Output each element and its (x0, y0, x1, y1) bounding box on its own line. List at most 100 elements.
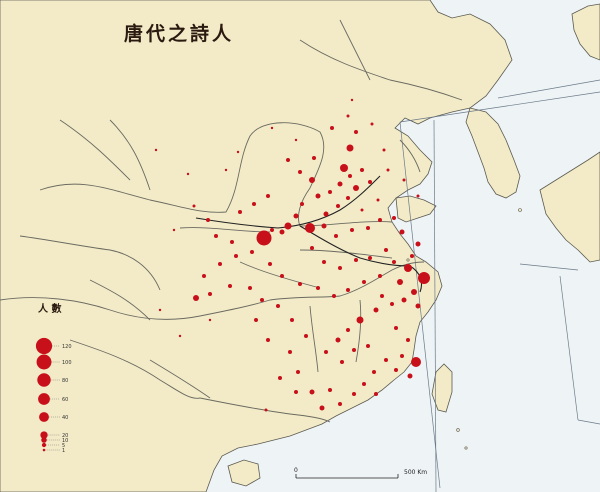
poet-location-dot (366, 226, 370, 230)
poet-location-dot (392, 216, 396, 220)
poet-location-dot (346, 144, 354, 152)
poet-location-dot (334, 234, 338, 238)
mainland (0, 0, 513, 492)
poet-location-dot (374, 392, 378, 396)
poet-location-dot (248, 286, 252, 290)
poet-location-dot (352, 392, 356, 396)
poet-location-dot (154, 148, 158, 152)
poet-location-dot (415, 303, 421, 309)
poet-location-dot (321, 223, 327, 229)
poet-location-dot (252, 202, 256, 206)
poet-location-dot (380, 294, 384, 298)
poet-location-dot (322, 260, 326, 264)
poet-location-dot (416, 194, 420, 198)
poet-location-dot (399, 229, 405, 235)
poet-location-dot (392, 260, 396, 264)
poet-dots (154, 98, 430, 412)
legend-label: 60 (62, 397, 68, 403)
poet-location-dot (218, 262, 222, 266)
legend-label: 10 (62, 438, 68, 444)
poet-location-dot (338, 266, 342, 270)
poet-location-dot (270, 126, 274, 130)
poet-location-dot (346, 288, 350, 292)
legend-circle (42, 448, 46, 452)
poet-location-dot (362, 382, 366, 386)
legend-label: 5 (62, 443, 65, 449)
poet-location-dot (309, 389, 315, 395)
poet-location-dot (192, 204, 196, 208)
poet-location-dot (338, 402, 342, 406)
legend-label: 100 (62, 360, 72, 366)
poet-location-dot (411, 289, 417, 295)
poet-location-dot (328, 190, 332, 194)
legend-label: 40 (62, 415, 68, 421)
poet-location-dot (238, 210, 242, 214)
poet-location-dot (348, 174, 352, 178)
poet-location-dot (214, 234, 218, 238)
poet-location-dot (309, 177, 315, 183)
poet-location-dot (202, 274, 206, 278)
poet-location-dot (370, 122, 374, 126)
poet-location-dot (236, 150, 240, 154)
poet-location-dot (324, 350, 328, 354)
poet-location-dot (234, 254, 238, 258)
poet-location-dot (298, 170, 302, 174)
poet-location-dot (305, 223, 315, 233)
scale-start-label: 0 (294, 467, 298, 474)
poet-location-dot (294, 390, 298, 394)
hainan (227, 459, 261, 487)
poet-location-dot (172, 228, 176, 232)
poet-location-dot (276, 304, 280, 308)
poet-location-dot (366, 344, 370, 348)
poet-location-dot (346, 114, 350, 118)
poet-location-dot (378, 274, 382, 278)
poet-location-dot (284, 222, 292, 230)
poet-location-dot (328, 388, 332, 392)
poet-location-dot (266, 194, 270, 198)
poet-location-dot (368, 256, 372, 260)
poet-location-dot (254, 318, 258, 322)
poet-location-dot (293, 213, 299, 219)
shandong-peninsula (395, 195, 437, 223)
legend-label: 80 (62, 378, 68, 384)
legend-circle (39, 412, 49, 422)
poet-location-dot (356, 316, 364, 324)
poet-location-dot (372, 370, 376, 374)
legend-label: 1 (62, 448, 65, 454)
poet-location-dot (290, 318, 294, 322)
poet-location-dot (278, 376, 282, 380)
poet-location-dot (206, 218, 210, 222)
poet-location-dot (384, 248, 388, 252)
poet-location-dot (335, 337, 341, 343)
poet-location-dot (382, 148, 386, 152)
poet-location-dot (378, 218, 382, 222)
graticule (399, 79, 600, 492)
legend-circle (35, 337, 53, 355)
poet-location-dot (260, 298, 264, 302)
legend-title: 人 數 (38, 302, 61, 315)
poet-location-dot (384, 358, 388, 362)
poet-location-dot (418, 272, 430, 284)
poet-location-dot (354, 258, 358, 262)
poet-location-dot (208, 318, 212, 322)
poet-location-dot (266, 338, 270, 342)
poet-location-dot (386, 168, 390, 172)
poet-location-dot (230, 240, 234, 244)
poet-location-dot (280, 274, 284, 278)
poet-location-dot (337, 181, 343, 187)
poet-location-dot (404, 264, 412, 272)
poet-location-dot (304, 334, 308, 338)
poet-location-dot (394, 368, 398, 372)
legend-circle (40, 431, 48, 439)
poet-location-dot (294, 138, 298, 142)
japan-kyushu-honshu (539, 151, 600, 263)
poet-location-dot (228, 284, 232, 288)
islands (406, 208, 522, 450)
poet-location-dot (208, 292, 212, 296)
poet-location-dot (330, 126, 334, 130)
legend-circle (37, 373, 51, 387)
poet-location-dot (315, 193, 321, 199)
poet-location-dot (407, 373, 413, 379)
